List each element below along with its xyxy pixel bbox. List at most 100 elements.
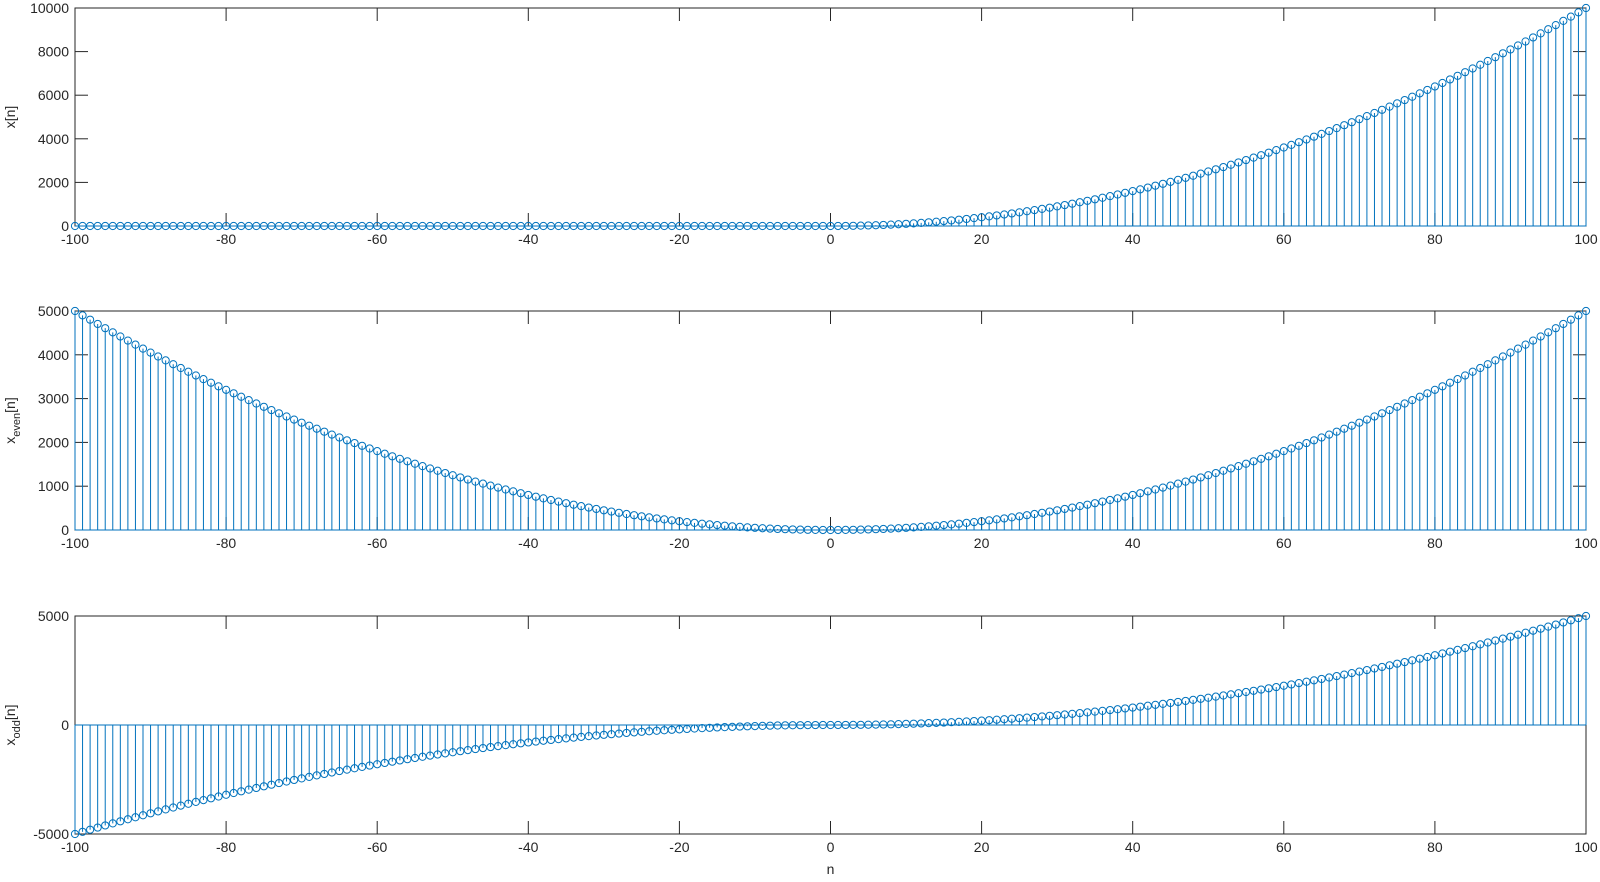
stem-marker [448, 471, 457, 480]
stem-marker [1068, 199, 1077, 208]
stem-marker [1574, 614, 1583, 623]
stem-marker [1181, 477, 1190, 486]
stem-marker [86, 315, 95, 324]
stem-marker [1332, 427, 1341, 436]
stem-marker [1423, 85, 1432, 95]
stem-marker [1257, 685, 1266, 694]
stem-marker [1536, 624, 1545, 633]
stem-marker [1302, 135, 1311, 144]
stem-marker [871, 221, 880, 230]
x-tick-label: 0 [827, 535, 835, 551]
x-tick-label: 60 [1276, 839, 1292, 855]
stem-marker [1438, 78, 1447, 88]
stem-marker [1476, 60, 1485, 69]
stem-marker [1121, 188, 1130, 197]
stem-marker [199, 795, 208, 805]
stem-marker [561, 499, 571, 508]
stem-marker [1241, 155, 1251, 165]
y-label-tail: [n] [2, 106, 18, 122]
stem-marker [622, 509, 631, 519]
stem-marker [1287, 140, 1296, 149]
stem-marker [1468, 64, 1477, 73]
stem-marker [222, 385, 231, 394]
stem-marker [1075, 198, 1084, 207]
x-tick-label: -20 [669, 535, 689, 551]
stem-marker [1241, 687, 1251, 697]
stem-marker [1483, 638, 1492, 647]
x-tick-label: 20 [974, 535, 990, 551]
stem-marker [433, 466, 442, 475]
stem-marker [403, 457, 412, 466]
y-tick-label: 1000 [38, 478, 69, 494]
stem-marker [1347, 669, 1356, 678]
stem-marker [1461, 68, 1470, 77]
subplot-3: -100 -80 -60 -40 -20 0 20 40 60 80 100 -5000 0 5000 xo… [2, 608, 1598, 877]
stem-marker [433, 750, 442, 759]
stem-marker [1022, 511, 1032, 520]
stem-marker [1513, 41, 1523, 50]
stem-marker [176, 801, 185, 810]
stem-marker [1257, 151, 1266, 160]
stem-marker [425, 751, 435, 760]
stem-marker [463, 475, 472, 484]
stem-marker [1483, 56, 1492, 66]
stem-marker [1264, 148, 1273, 157]
stem-marker [1128, 187, 1137, 196]
stem-marker [1143, 487, 1152, 496]
stem-marker [1513, 630, 1523, 639]
stem-marker [108, 328, 117, 337]
stem-marker [191, 371, 200, 380]
stem-marker [758, 721, 767, 730]
stem-marker [1181, 173, 1190, 182]
stem-marker [1287, 444, 1296, 453]
y-axis-label: xodd[n] [2, 705, 23, 746]
stem-marker [1234, 689, 1243, 698]
y-tick-label: 0 [61, 522, 69, 538]
stem-marker [252, 399, 261, 408]
stem-marker [1476, 640, 1485, 649]
stem-marker [1272, 449, 1281, 458]
stem-marker [1347, 421, 1356, 430]
stem-marker [1189, 171, 1198, 180]
stem-marker [539, 494, 548, 503]
stem-marker [1060, 200, 1069, 210]
stem-marker [1272, 146, 1281, 155]
stem-marker [1340, 670, 1349, 679]
stem-marker [1151, 485, 1160, 494]
y-tick-label: 4000 [38, 131, 69, 147]
stem-marker [1506, 632, 1515, 641]
stem-marker [1559, 618, 1568, 627]
stem-marker [206, 794, 216, 803]
stem-marker [199, 375, 208, 384]
stem-marker [116, 817, 125, 826]
stem-marker [1355, 115, 1364, 124]
stem-marker [1053, 202, 1062, 211]
stem-marker [1370, 664, 1379, 673]
stem-marker [531, 492, 540, 501]
stem-marker [1037, 508, 1047, 517]
stem-marker [1105, 495, 1115, 505]
stem-marker [425, 464, 435, 473]
stem-marker [312, 424, 321, 433]
stem-marker [1347, 118, 1356, 127]
stem-marker [478, 479, 488, 488]
stem-marker [1566, 616, 1575, 625]
stem-marker [524, 490, 533, 500]
stem-marker [1113, 190, 1122, 199]
stem-marker [410, 753, 420, 763]
stem-marker [1415, 89, 1424, 98]
stem-marker [1249, 457, 1258, 466]
stem-marker [1362, 665, 1372, 675]
stem-marker [1189, 475, 1198, 484]
stem-marker [1302, 438, 1311, 448]
x-tick-label: -20 [669, 839, 689, 855]
stem-marker [765, 721, 775, 730]
stem-marker [1491, 356, 1500, 365]
x-tick-label: -100 [61, 839, 89, 855]
stem-marker [1370, 108, 1379, 118]
stem-marker [237, 787, 246, 796]
stem-marker [728, 722, 737, 731]
y-tick-label: 2000 [38, 174, 69, 190]
stem-marker [229, 788, 238, 798]
stem-marker [1453, 71, 1462, 80]
